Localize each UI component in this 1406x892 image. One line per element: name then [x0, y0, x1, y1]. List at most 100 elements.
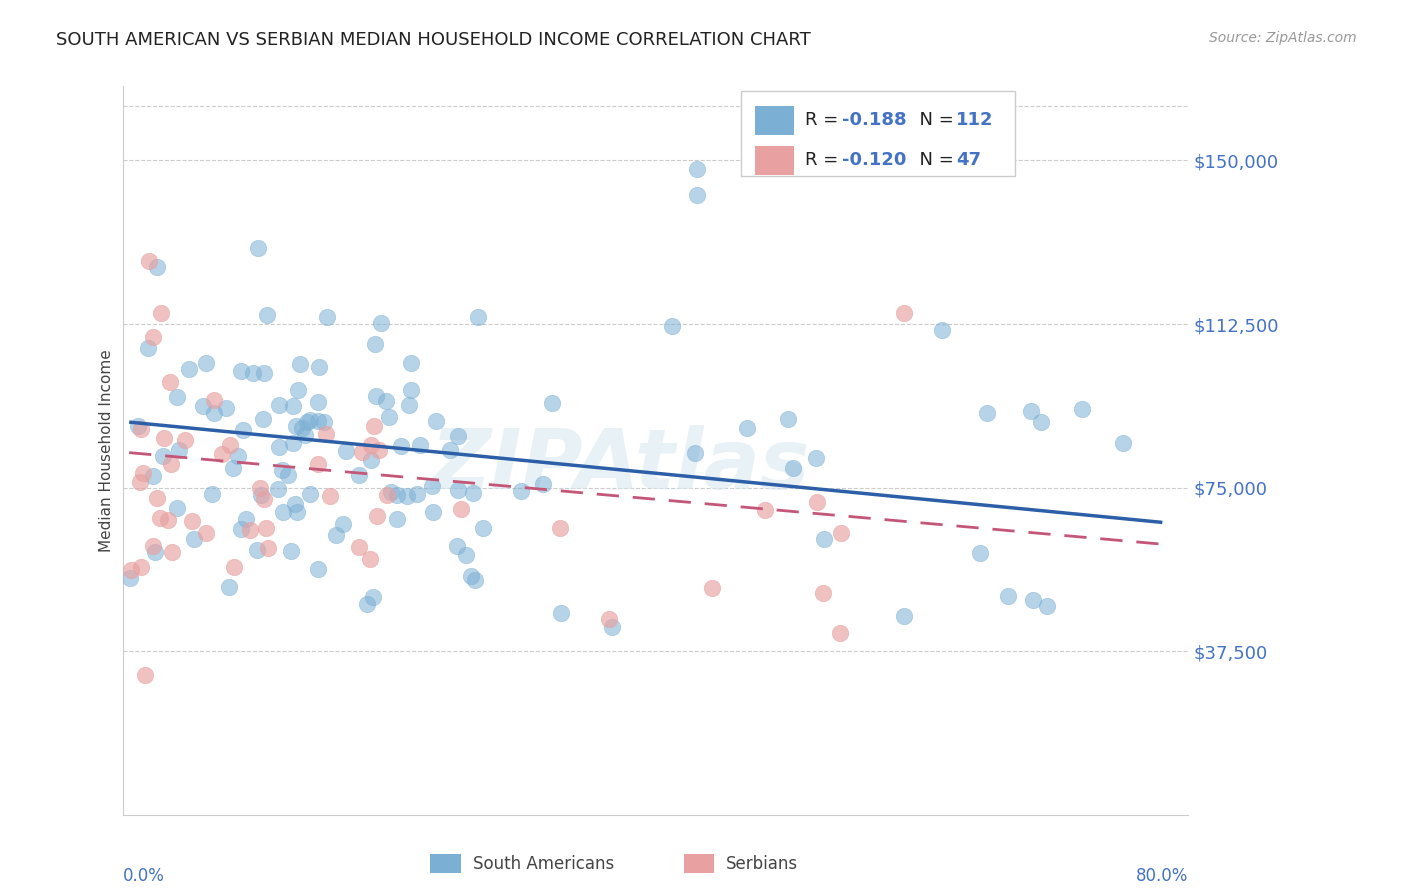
- Point: [138, 253, 160, 268]
- Point: [366, 508, 388, 523]
- Point: [202, 392, 225, 407]
- Point: [239, 523, 262, 537]
- Point: [129, 475, 152, 490]
- Point: [350, 445, 373, 459]
- Point: [284, 419, 307, 434]
- Text: Source: ZipAtlas.com: Source: ZipAtlas.com: [1209, 31, 1357, 45]
- Point: [159, 376, 181, 390]
- Point: [134, 668, 156, 682]
- Point: [460, 568, 482, 582]
- Point: [661, 319, 683, 334]
- Point: [127, 419, 149, 434]
- Point: [976, 406, 998, 420]
- Point: [242, 367, 264, 381]
- Point: [166, 391, 188, 405]
- Point: [299, 413, 322, 427]
- Y-axis label: Median Household Income: Median Household Income: [100, 349, 114, 552]
- Point: [363, 418, 385, 433]
- Point: [218, 580, 240, 594]
- Point: [254, 521, 277, 535]
- Point: [285, 505, 308, 519]
- Point: [269, 398, 291, 412]
- Point: [380, 484, 402, 499]
- Point: [307, 394, 329, 409]
- Point: [360, 438, 382, 452]
- Text: Serbians: Serbians: [725, 855, 797, 872]
- Point: [129, 560, 152, 574]
- Point: [156, 513, 179, 527]
- Point: [149, 511, 172, 525]
- Text: R =: R =: [806, 112, 845, 129]
- Point: [510, 484, 533, 499]
- Point: [360, 453, 382, 467]
- Point: [359, 551, 381, 566]
- Point: [249, 481, 271, 495]
- Point: [235, 512, 257, 526]
- Point: [295, 415, 318, 429]
- Point: [454, 548, 477, 562]
- Point: [1112, 436, 1135, 450]
- Point: [471, 520, 494, 534]
- Point: [138, 341, 160, 355]
- Text: R =: R =: [806, 152, 845, 169]
- Point: [686, 188, 709, 202]
- Point: [118, 571, 141, 585]
- Text: 0.0%: 0.0%: [122, 867, 165, 885]
- Point: [307, 562, 329, 576]
- Point: [830, 526, 852, 541]
- Point: [181, 514, 204, 528]
- Point: [232, 423, 254, 437]
- Text: SOUTH AMERICAN VS SERBIAN MEDIAN HOUSEHOLD INCOME CORRELATION CHART: SOUTH AMERICAN VS SERBIAN MEDIAN HOUSEHO…: [56, 31, 811, 49]
- Point: [284, 497, 307, 511]
- Point: [247, 241, 270, 255]
- Point: [420, 479, 443, 493]
- Point: [997, 589, 1019, 603]
- Point: [211, 447, 233, 461]
- Point: [450, 501, 472, 516]
- Point: [893, 609, 915, 624]
- Point: [218, 438, 240, 452]
- Point: [1019, 403, 1042, 417]
- Point: [370, 316, 392, 330]
- Text: 112: 112: [956, 112, 993, 129]
- Point: [177, 362, 200, 376]
- Point: [159, 457, 181, 471]
- Point: [132, 467, 155, 481]
- Point: [600, 620, 623, 634]
- Point: [782, 461, 804, 475]
- Point: [702, 581, 724, 595]
- Point: [406, 487, 429, 501]
- Point: [361, 590, 384, 604]
- Text: ZIPAtlas: ZIPAtlas: [430, 425, 810, 507]
- Point: [142, 539, 165, 553]
- Point: [804, 450, 827, 465]
- Point: [461, 486, 484, 500]
- Point: [193, 400, 215, 414]
- Point: [287, 383, 309, 397]
- Point: [464, 574, 486, 588]
- Point: [776, 411, 799, 425]
- Point: [315, 426, 337, 441]
- Point: [298, 487, 321, 501]
- Point: [291, 421, 314, 435]
- Point: [598, 612, 620, 626]
- Point: [131, 421, 153, 435]
- Text: -0.188: -0.188: [842, 112, 907, 129]
- Point: [375, 488, 398, 502]
- Point: [439, 442, 461, 457]
- Point: [250, 488, 273, 502]
- Point: [811, 586, 834, 600]
- Point: [686, 162, 709, 177]
- Point: [160, 545, 183, 559]
- Point: [447, 483, 470, 497]
- Point: [531, 477, 554, 491]
- Point: [183, 533, 205, 547]
- Point: [312, 416, 335, 430]
- Point: [307, 414, 329, 428]
- Point: [385, 488, 408, 502]
- Point: [399, 355, 422, 369]
- Point: [828, 625, 851, 640]
- Point: [308, 359, 330, 374]
- Point: [270, 463, 292, 477]
- Point: [150, 306, 173, 320]
